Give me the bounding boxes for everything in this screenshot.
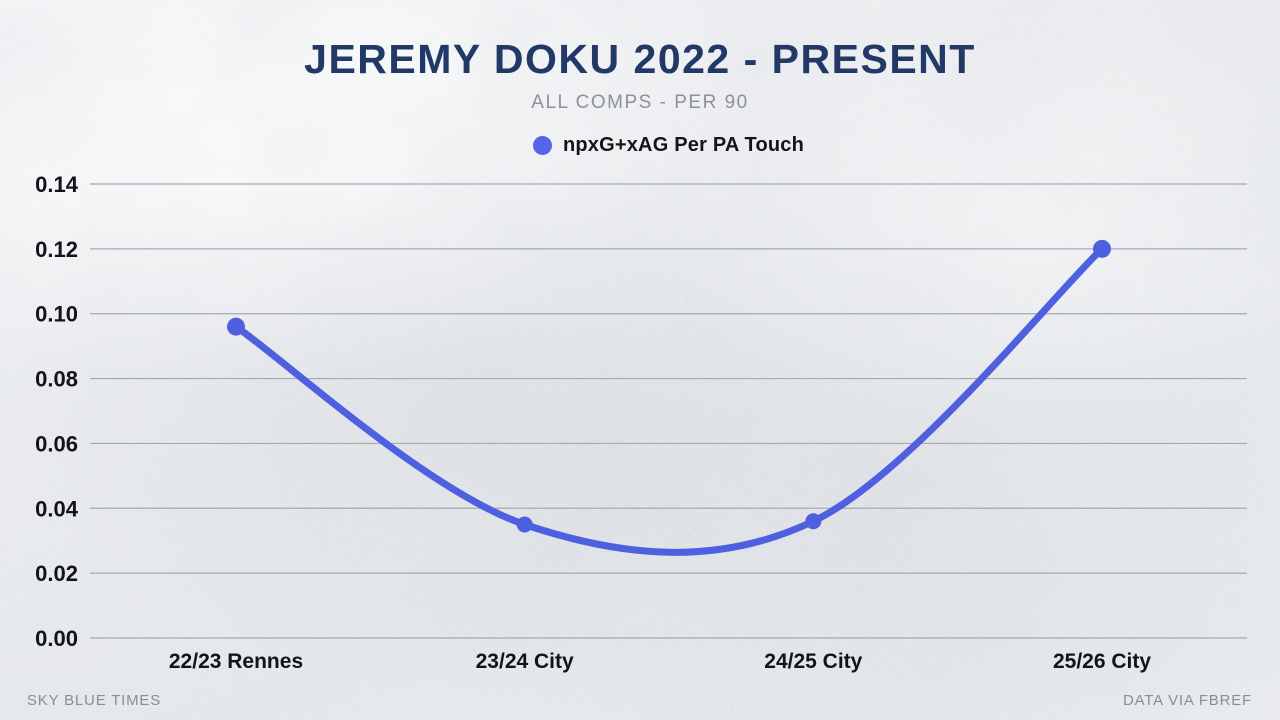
x-axis-category-label: 24/25 City <box>764 650 862 673</box>
x-axis-category-label: 23/24 City <box>476 650 574 673</box>
data-point-marker <box>227 317 245 336</box>
data-point-marker <box>805 513 822 530</box>
y-axis-tick-label: 0.12 <box>35 237 78 262</box>
legend-marker-icon <box>532 135 552 155</box>
footer-data-source: DATA VIA FBREF <box>1122 692 1252 709</box>
y-axis-tick-label: 0.02 <box>35 561 78 586</box>
data-point-marker <box>1093 239 1111 258</box>
x-axis-category-label: 25/26 City <box>1053 650 1151 673</box>
y-axis-tick-label: 0.14 <box>35 172 79 197</box>
x-axis-category-label: 22/23 Rennes <box>169 650 303 673</box>
y-axis-tick-label: 0.04 <box>35 496 79 521</box>
y-axis-tick-label: 0.08 <box>35 367 78 392</box>
data-point-marker <box>516 516 533 533</box>
y-axis-tick-label: 0.00 <box>35 626 78 651</box>
y-axis-tick-label: 0.10 <box>35 302 78 327</box>
y-axis-tick-label: 0.06 <box>35 431 78 456</box>
footer-brand: SKY BLUE TIMES <box>27 692 162 709</box>
legend-label: npxG+xAG Per PA Touch <box>562 133 805 156</box>
chart-legend: npxG+xAG Per PA Touch <box>90 131 1247 159</box>
series-line <box>232 245 1106 556</box>
